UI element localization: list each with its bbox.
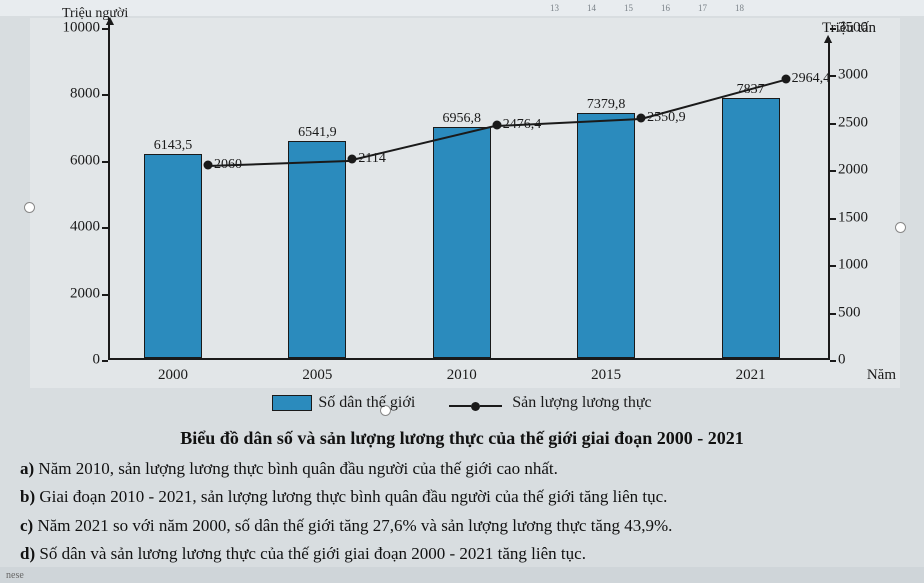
chart-caption: Biểu đồ dân số và sản lượng lương thực c… xyxy=(0,428,924,449)
bar-value-label: 6143,5 xyxy=(154,138,193,154)
y1-tick-label: 6000 xyxy=(50,152,100,169)
legend-bar-label: Số dân thế giới xyxy=(318,394,415,411)
question-b: b) Giai đoạn 2010 - 2021, sản lượng lươn… xyxy=(20,484,904,510)
y2-tick-label: 0 xyxy=(838,352,882,369)
bar xyxy=(722,98,780,358)
bar xyxy=(577,113,635,358)
bar xyxy=(288,141,346,358)
y2-tick-label: 500 xyxy=(838,304,882,321)
question-a: a) Năm 2010, sản lượng lương thực bình q… xyxy=(20,456,904,482)
x-tick-label: 2010 xyxy=(447,367,477,384)
line-point xyxy=(203,160,212,169)
x-tick-label: 2015 xyxy=(591,367,621,384)
questions: a) Năm 2010, sản lượng lương thực bình q… xyxy=(20,456,904,569)
y2-arrow-icon: ▲ xyxy=(821,32,835,48)
footer-bar: nese xyxy=(0,567,924,583)
selection-handle[interactable] xyxy=(24,202,35,213)
chart: Triệu người Triệu tấn ▲ ▲ Năm 0200040006… xyxy=(30,18,900,388)
line-point xyxy=(492,121,501,130)
bar-value-label: 6541,9 xyxy=(298,125,337,141)
line-point xyxy=(348,155,357,164)
x-tick-label: 2021 xyxy=(736,367,766,384)
question-b-text: Giai đoạn 2010 - 2021, sản lượng lương t… xyxy=(39,487,667,506)
y1-axis xyxy=(108,18,110,360)
y2-tick-label: 1000 xyxy=(838,257,882,274)
line-value-label: 2476,4 xyxy=(503,117,542,133)
bar-value-label: 7379,8 xyxy=(587,97,626,113)
question-c-text: Năm 2021 so với năm 2000, số dân thế giớ… xyxy=(37,516,672,535)
y2-tick-label: 3500 xyxy=(838,20,882,37)
y2-tick-label: 2000 xyxy=(838,162,882,179)
legend-line-label: Sản lượng lương thực xyxy=(512,394,651,411)
bar xyxy=(144,154,202,358)
y1-tick-label: 4000 xyxy=(50,219,100,236)
question-d: d) Số dân và sản lương lương thực của th… xyxy=(20,541,904,567)
selection-handle[interactable] xyxy=(895,222,906,233)
x-title: Năm xyxy=(867,367,896,384)
line-value-label: 2114 xyxy=(358,151,385,167)
line-value-label: 2550,9 xyxy=(647,110,686,126)
y2-tick-label: 3000 xyxy=(838,67,882,84)
ruler: 131415161718 xyxy=(0,0,924,16)
question-a-text: Năm 2010, sản lượng lương thực bình quân… xyxy=(38,459,557,478)
y1-tick-label: 0 xyxy=(50,352,100,369)
legend-bar: Số dân thế giới xyxy=(272,394,415,412)
question-c: c) Năm 2021 so với năm 2000, số dân thế … xyxy=(20,513,904,539)
x-tick-label: 2000 xyxy=(158,367,188,384)
y2-tick-label: 2500 xyxy=(838,114,882,131)
y1-tick-label: 2000 xyxy=(50,285,100,302)
bar-value-label: 6956,8 xyxy=(443,111,482,127)
line-value-label: 2060 xyxy=(214,157,242,173)
line-point xyxy=(637,114,646,123)
y1-tick-label: 10000 xyxy=(50,20,100,37)
y2-tick-label: 1500 xyxy=(838,209,882,226)
line-value-label: 2964,4 xyxy=(792,71,831,87)
y1-tick-label: 8000 xyxy=(50,86,100,103)
x-axis xyxy=(108,358,830,360)
line-point xyxy=(781,74,790,83)
legend-line: Sản lượng lương thực xyxy=(449,394,651,412)
x-tick-label: 2005 xyxy=(302,367,332,384)
footer-text: nese xyxy=(6,570,24,581)
legend: Số dân thế giới Sản lượng lương thực xyxy=(0,394,924,412)
bar xyxy=(433,127,491,358)
question-d-text: Số dân và sản lương lương thực của thế g… xyxy=(39,544,586,563)
